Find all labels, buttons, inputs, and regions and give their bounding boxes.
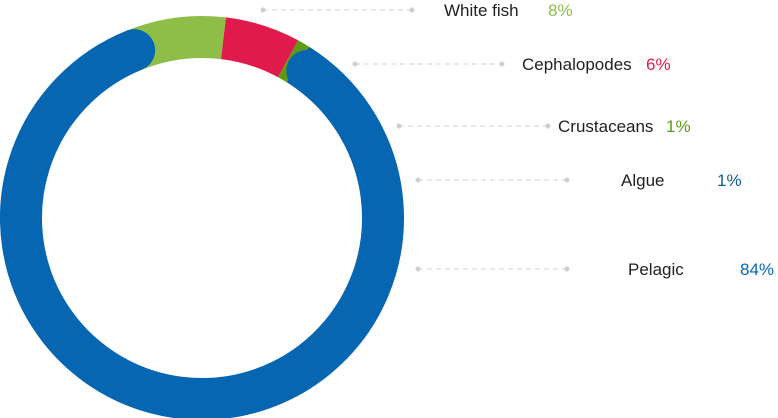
slice-pelagic	[0, 29, 404, 418]
leader-start-dot	[396, 123, 402, 129]
legend-label: Algue	[621, 171, 664, 190]
leader-end-dot	[499, 61, 505, 67]
legend-label: Cephalopodes	[522, 55, 632, 74]
legend-value: 84%	[740, 260, 774, 279]
legend-label: Crustaceans	[558, 117, 653, 136]
leader-start-dot	[415, 266, 421, 272]
legend-item-cephalopodes: Cephalopodes 6%	[352, 55, 671, 74]
legend-item-algue: Algue 1%	[415, 171, 742, 190]
leader-end-dot	[564, 266, 570, 272]
legend-label: White fish	[444, 1, 519, 20]
leader-start-dot	[415, 177, 421, 183]
chart-legend: White fish 8%Cephalopodes 6%Crustaceans 1%A…	[260, 1, 774, 279]
legend-value: 1%	[717, 171, 742, 190]
legend-item-white-fish: White fish 8%	[260, 1, 573, 20]
legend-value: 8%	[548, 1, 573, 20]
legend-value: 6%	[646, 55, 671, 74]
legend-item-pelagic: Pelagic 84%	[415, 260, 774, 279]
legend-item-crustaceans: Crustaceans 1%	[396, 117, 691, 136]
leader-end-dot	[409, 7, 415, 13]
leader-end-dot	[564, 177, 570, 183]
legend-value: 1%	[666, 117, 691, 136]
legend-label: Pelagic	[628, 260, 684, 279]
donut-ring	[0, 16, 404, 418]
leader-end-dot	[545, 123, 551, 129]
slice-cephalopodes	[220, 17, 299, 78]
leader-start-dot	[260, 7, 266, 13]
leader-start-dot	[352, 61, 358, 67]
